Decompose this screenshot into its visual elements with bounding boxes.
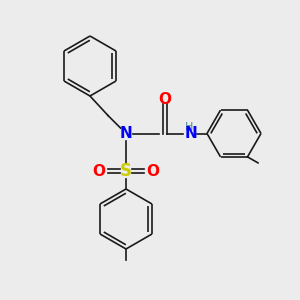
Text: O: O — [146, 164, 160, 178]
Text: N: N — [184, 126, 197, 141]
Text: O: O — [92, 164, 106, 178]
Text: O: O — [158, 92, 172, 106]
Text: N: N — [120, 126, 132, 141]
Text: H: H — [185, 122, 193, 133]
Text: S: S — [120, 162, 132, 180]
